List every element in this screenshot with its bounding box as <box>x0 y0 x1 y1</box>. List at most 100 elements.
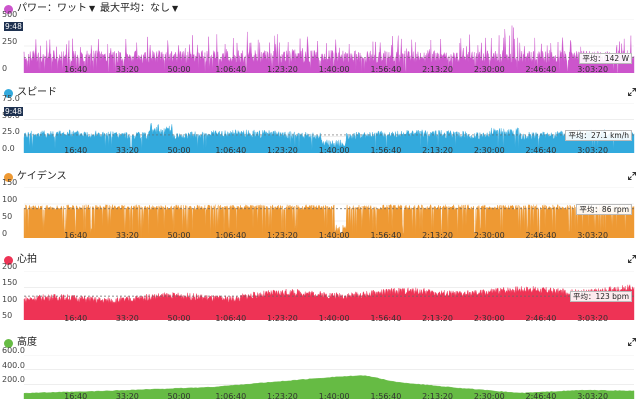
speed-chart[interactable] <box>0 103 640 153</box>
x-tick-label: 1:56:40 <box>370 392 402 401</box>
elevation-header: 高度 <box>0 336 640 354</box>
speed-panel: スピード <box>0 86 640 170</box>
heartrate-header: 心拍 <box>0 253 640 271</box>
elevation-panel: 高度 <box>0 336 640 413</box>
x-tick-label: 2:13:20 <box>422 231 453 240</box>
x-tick-label: 2:13:20 <box>422 65 453 74</box>
x-tick-label: 1:06:40 <box>215 65 247 74</box>
heartrate-average-label: 平均：123 bpm <box>569 291 632 303</box>
power-panel: パワー：ワット ▼ 最大平均：なし ▼ <box>0 2 640 86</box>
speed-average-label: 平均：27.1 km/h <box>565 129 632 141</box>
max-average-label: 最大平均：なし <box>100 3 170 14</box>
x-tick-label: 1:40:00 <box>318 65 350 74</box>
heartrate-panel: 心拍 <box>0 253 640 337</box>
y-tick-label: 50 <box>2 212 13 221</box>
x-tick-label: 1:23:20 <box>267 314 298 323</box>
x-tick-label: 33:20 <box>115 65 139 74</box>
x-tick-label: 1:40:00 <box>318 314 350 323</box>
x-tick-label: 16:40 <box>64 65 88 74</box>
x-tick-label: 16:40 <box>64 231 88 240</box>
y-tick-label: 150 <box>2 278 18 288</box>
y-tick-label: 100 <box>2 294 18 304</box>
power-header: パワー：ワット ▼ 最大平均：なし ▼ <box>0 2 640 20</box>
expand-arrows-icon[interactable] <box>628 88 636 96</box>
speed-title: スピード <box>17 87 57 98</box>
expand-arrows-icon[interactable] <box>628 338 636 346</box>
x-tick-label: 33:20 <box>115 392 139 401</box>
speed-header: スピード <box>0 86 640 104</box>
x-tick-label: 2:30:00 <box>473 314 505 323</box>
x-tick-label: 1:56:40 <box>370 314 402 323</box>
x-tick-label: 2:46:40 <box>525 65 557 74</box>
speed-color-dot <box>4 89 13 98</box>
x-tick-label: 1:06:40 <box>215 231 247 240</box>
cadence-header: ケイデンス <box>0 170 640 188</box>
elevation-title: 高度 <box>17 337 37 348</box>
x-tick-label: 33:20 <box>115 314 139 323</box>
x-tick-label: 1:06:40 <box>215 392 247 401</box>
time-cursor-badge: 9:48 <box>4 107 23 116</box>
heartrate-color-dot <box>4 256 13 265</box>
cadence-color-dot <box>4 173 13 182</box>
speed-series-area <box>23 122 635 153</box>
x-tick-label: 1:56:40 <box>370 65 402 74</box>
heartrate-series-area <box>23 283 635 320</box>
x-tick-label: 16:40 <box>64 314 88 323</box>
y-tick-label: 25.0 <box>2 127 20 137</box>
x-tick-label: 50:00 <box>167 65 191 74</box>
cadence-chart[interactable] <box>0 187 640 238</box>
y-tick-label: 0 <box>2 64 8 73</box>
x-tick-label: 1:23:20 <box>267 65 298 74</box>
x-tick-label: 2:30:00 <box>473 65 505 74</box>
x-tick-label: 2:46:40 <box>525 146 557 155</box>
x-tick-label: 3:03:20 <box>577 314 609 323</box>
cadence-average-label: 平均：86 rpm <box>576 203 632 215</box>
x-tick-label: 1:23:20 <box>267 392 298 401</box>
x-tick-label: 3:03:20 <box>577 392 609 401</box>
x-tick-label: 16:40 <box>64 146 88 155</box>
x-tick-label: 2:13:20 <box>422 392 453 401</box>
expand-arrows-icon[interactable] <box>628 255 636 263</box>
x-tick-label: 1:56:40 <box>370 146 402 155</box>
x-tick-label: 1:40:00 <box>318 392 350 401</box>
power-color-dot <box>4 5 13 14</box>
y-tick-label: 50 <box>2 311 13 320</box>
power-metric-dropdown[interactable]: パワー：ワット ▼ <box>17 2 95 16</box>
y-tick-label: 100 <box>2 195 18 204</box>
power-title: パワー：ワット <box>17 3 87 14</box>
y-tick-label: 200.0 <box>2 375 25 385</box>
time-cursor-badge: 9:48 <box>4 22 23 31</box>
x-tick-label: 1:23:20 <box>267 231 298 240</box>
heartrate-chart[interactable] <box>0 271 640 320</box>
max-average-dropdown[interactable]: 最大平均：なし ▼ <box>100 2 178 16</box>
y-tick-label: 500 <box>2 10 18 19</box>
x-tick-label: 2:46:40 <box>525 314 557 323</box>
expand-arrows-icon[interactable] <box>628 172 636 180</box>
x-tick-label: 2:46:40 <box>525 231 557 240</box>
x-tick-label: 33:20 <box>115 231 139 240</box>
y-tick-label: 250 <box>2 37 18 46</box>
elevation-series-area <box>23 375 635 399</box>
x-tick-label: 1:56:40 <box>370 231 402 240</box>
x-tick-label: 2:30:00 <box>473 231 505 240</box>
power-average-label: 平均：142 W <box>579 52 632 64</box>
y-tick-label: 0.0 <box>2 144 15 153</box>
y-tick-label: 400.0 <box>2 360 25 370</box>
x-tick-label: 2:30:00 <box>473 392 505 401</box>
y-tick-label: 150 <box>2 178 18 187</box>
x-tick-label: 1:06:40 <box>215 146 247 155</box>
x-tick-label: 3:03:20 <box>577 146 609 155</box>
x-tick-label: 3:03:20 <box>577 65 609 74</box>
cadence-series-area <box>23 204 635 238</box>
power-chart[interactable] <box>0 19 640 73</box>
x-tick-label: 2:30:00 <box>473 146 505 155</box>
x-tick-label: 50:00 <box>167 231 191 240</box>
x-tick-label: 2:13:20 <box>422 146 453 155</box>
x-tick-label: 33:20 <box>115 146 139 155</box>
y-tick-label: 0 <box>2 229 8 238</box>
elevation-color-dot <box>4 339 13 348</box>
heartrate-title: 心拍 <box>17 254 37 265</box>
elevation-chart[interactable] <box>0 355 640 399</box>
x-tick-label: 1:06:40 <box>215 314 247 323</box>
x-tick-label: 2:13:20 <box>422 314 453 323</box>
